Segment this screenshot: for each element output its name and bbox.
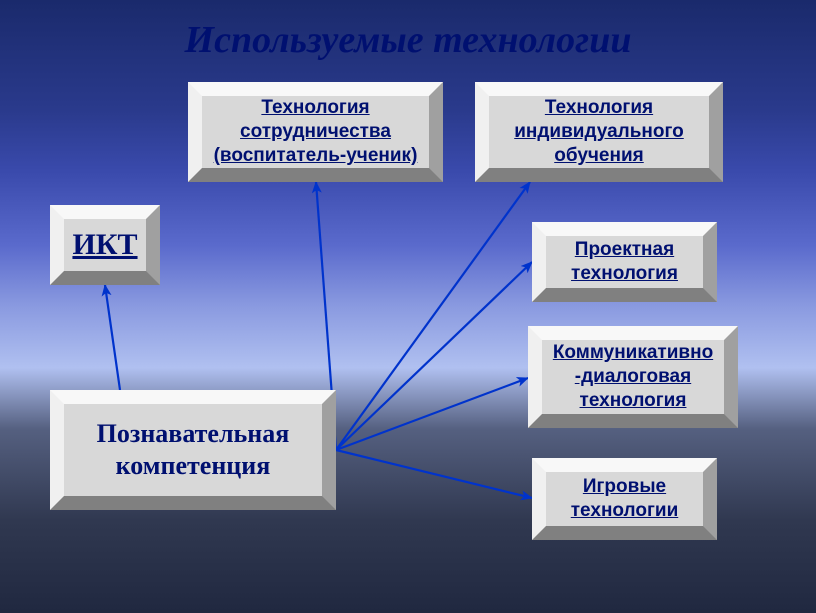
slide-title: Используемые технологии [0, 18, 816, 62]
node-cooperation: Технология сотрудничества(воспитатель-уч… [188, 82, 443, 182]
node-ikt: ИКТ [50, 205, 160, 285]
node-project: Проектная технология [532, 222, 717, 302]
node-game: Игровые технологии [532, 458, 717, 540]
node-individual: Технологияиндивидуального обучения [475, 82, 723, 182]
node-communicative: Коммуникативно-диалоговая технология [528, 326, 738, 428]
node-source: Познавательная компетенция [50, 390, 336, 510]
slide-stage: Используемые технологии Познавательная к… [0, 0, 816, 613]
